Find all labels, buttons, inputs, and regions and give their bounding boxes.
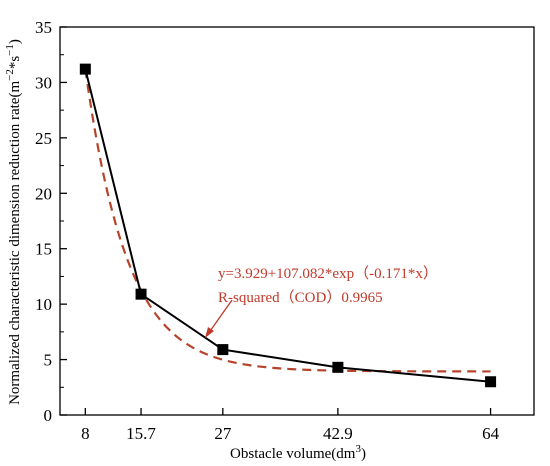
fit-curve [84,69,491,373]
y-axis-title-mid: *s [7,56,23,70]
data-point [485,376,497,388]
series-markers [79,63,497,388]
y-axis-title-text: Normalized characteristic dimension redu… [7,81,23,405]
data-point [135,288,147,300]
x-tick-label: 64 [482,424,500,443]
y-axis-ticks: 0 5 10 15 20 25 30 35 [35,18,67,425]
data-point [217,344,229,356]
x-tick-label: 8 [81,424,90,443]
plot-frame [59,26,535,416]
y-tick-label: 0 [44,406,53,425]
x-tick-label: 42.9 [323,424,353,443]
fit-r-squared: R-squared（COD）0.9965 [218,289,383,306]
x-axis-title: Obstacle volume(dm3) [230,443,366,462]
annotation-arrowhead [205,327,214,338]
y-tick-label: 15 [35,240,52,259]
fit-equation: y=3.929+107.082*exp（-0.171*x） [218,265,438,282]
y-axis-title-sup2: −1 [4,44,16,56]
y-tick-label: 5 [44,351,53,370]
data-point [79,63,91,75]
y-tick-label: 25 [35,129,52,148]
data-point [332,361,344,373]
y-axis-title: Normalized characteristic dimension redu… [4,39,23,405]
series-line [84,68,491,383]
x-tick-label: 15.7 [126,424,156,443]
y-tick-label: 20 [35,184,52,203]
x-axis-title-text: Obstacle volume(dm [230,446,356,462]
annotation-arrow-line [207,299,233,335]
x-axis-ticks: 8 15.7 27 42.9 64 [81,408,500,443]
y-tick-label: 30 [35,73,52,92]
y-axis-title-end: ) [7,39,23,44]
x-tick-label: 27 [214,424,232,443]
x-axis-title-end: ) [361,446,366,462]
y-axis-title-sup1: −2 [4,69,16,81]
y-tick-label: 10 [35,295,52,314]
x-axis-title-sup: 3 [355,443,361,455]
y-tick-label: 35 [35,18,52,37]
